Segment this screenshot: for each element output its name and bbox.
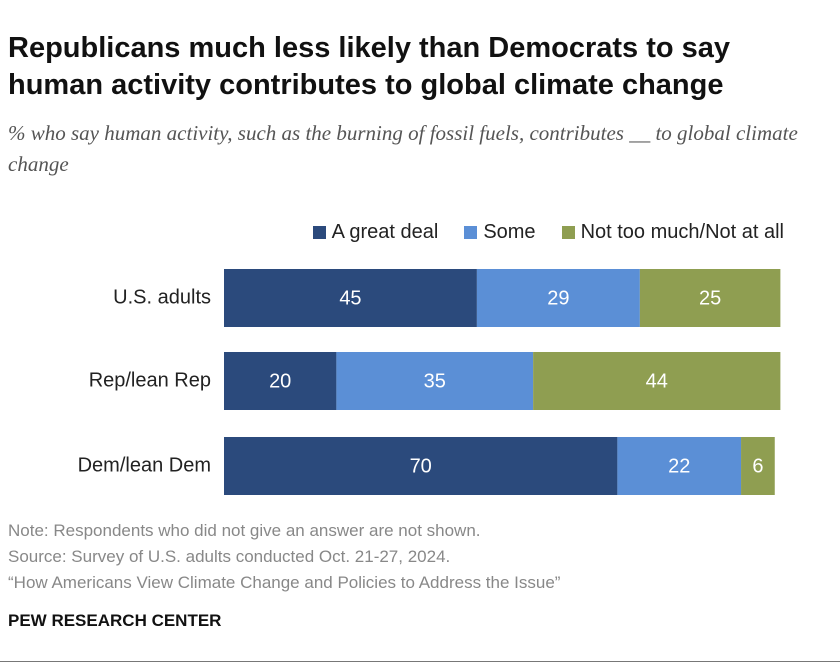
footer-rule xyxy=(0,661,840,662)
note-line: Note: Respondents who did not give an an… xyxy=(8,521,481,540)
legend-item: A great deal xyxy=(312,221,439,244)
bar-segment xyxy=(336,352,534,410)
value-label: 44 xyxy=(646,370,668,392)
legend-swatch xyxy=(464,226,478,239)
note-line: “How Americans View Climate Change and P… xyxy=(8,573,561,592)
value-label: 70 xyxy=(410,455,432,477)
bar-segment xyxy=(741,437,775,495)
value-label: 22 xyxy=(668,455,690,477)
value-label: 20 xyxy=(269,370,291,392)
legend-item: Some xyxy=(464,221,536,244)
notes: Note: Respondents who did not give an an… xyxy=(8,518,560,596)
chart-subtitle: % who say human activity, such as the bu… xyxy=(8,121,798,176)
category-label: Dem/lean Dem xyxy=(78,454,211,476)
bar-segment xyxy=(476,269,640,327)
bar-segment xyxy=(639,269,781,327)
category-label: U.S. adults xyxy=(113,286,211,308)
category-label: Rep/lean Rep xyxy=(89,369,211,391)
legend-label: A great deal xyxy=(331,221,439,243)
bar-segment xyxy=(533,352,781,410)
value-label: 45 xyxy=(339,287,361,309)
legend-item: Not too much/Not at all xyxy=(561,221,784,244)
bar-segment xyxy=(224,437,618,495)
legend-label: Not too much/Not at all xyxy=(580,221,784,243)
source-org: PEW RESEARCH CENTER xyxy=(8,611,222,630)
legend-swatch xyxy=(561,226,575,239)
value-label: 6 xyxy=(752,455,763,477)
value-label: 25 xyxy=(699,287,721,309)
legend-label: Some xyxy=(483,221,536,243)
legend: A great deal Some Not too much/Not at all xyxy=(312,221,784,244)
chart-title: Republicans much less likely than Democr… xyxy=(8,32,731,101)
value-label: 35 xyxy=(424,370,446,392)
bar-segment xyxy=(224,352,337,410)
note-line: Source: Survey of U.S. adults conducted … xyxy=(8,547,451,566)
bar-segment xyxy=(224,269,477,327)
legend-swatch xyxy=(312,226,326,239)
bar-segment xyxy=(617,437,742,495)
value-label: 29 xyxy=(547,287,569,309)
